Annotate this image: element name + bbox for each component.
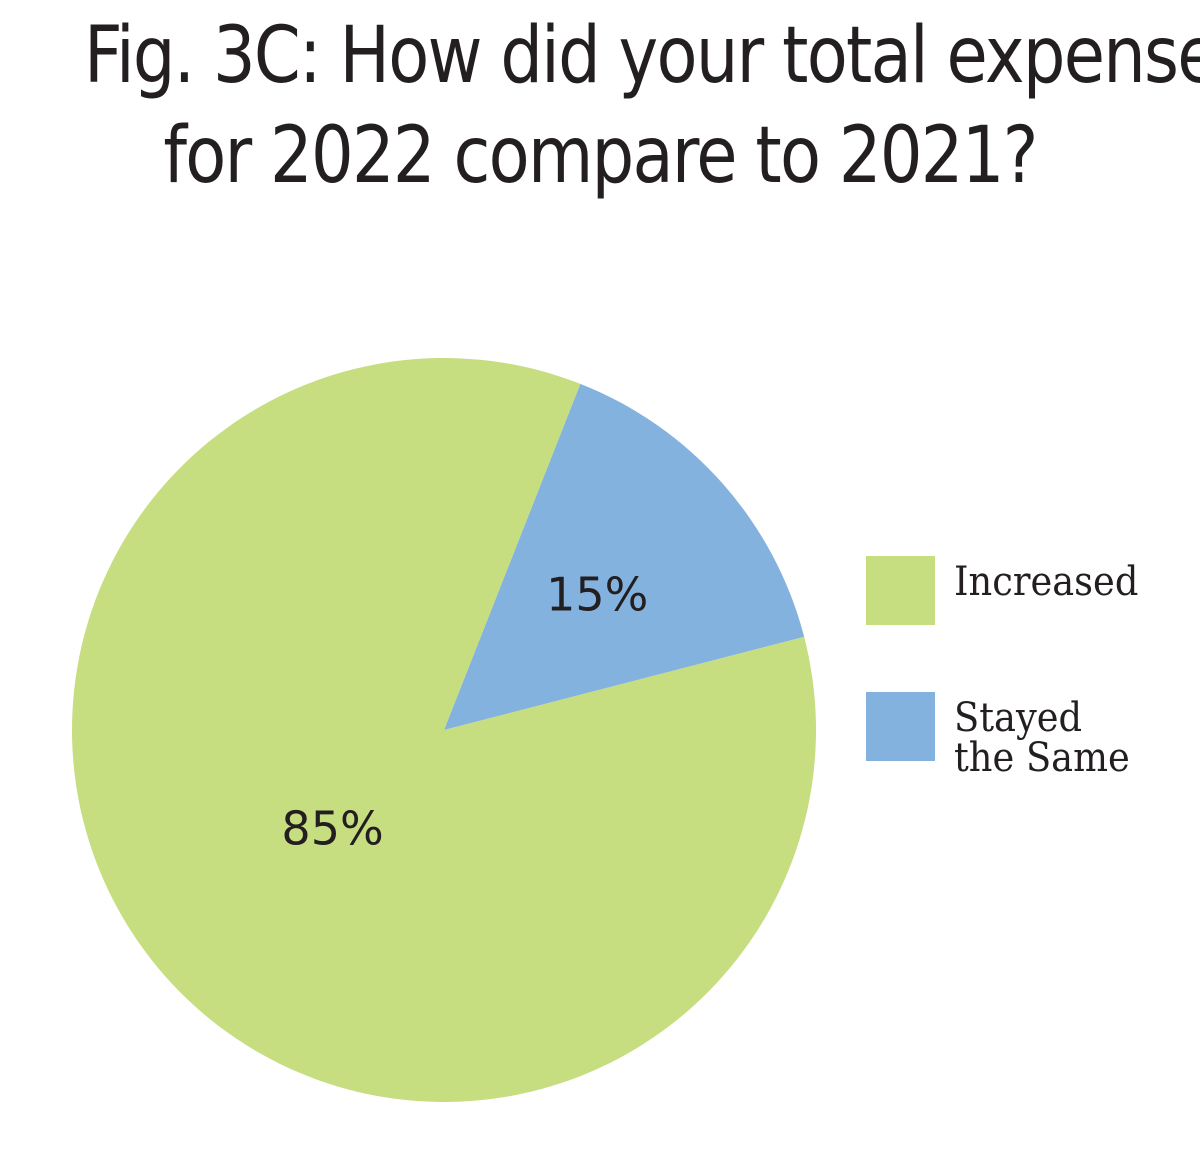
chart-title: Fig. 3C: How did your total expenses for… <box>84 6 1200 206</box>
chart-title-line-1: Fig. 3C: How did your total expenses <box>84 11 1200 101</box>
legend-label-increased: Increased <box>954 559 1139 605</box>
pie-slice-increased <box>71 357 816 1102</box>
legend-label-stayed-the-same: Stayed the Same <box>954 695 1130 781</box>
legend-swatch-stayed-the-same <box>866 692 935 761</box>
chart-title-line-2: for 2022 compare to 2021? <box>163 111 1038 201</box>
pie-slice-stayed-the-same <box>444 383 805 730</box>
legend-swatch-increased <box>866 556 935 625</box>
pie-label-increased: 85% <box>281 802 383 856</box>
pie-label-stayed-the-same: 15% <box>546 567 648 621</box>
